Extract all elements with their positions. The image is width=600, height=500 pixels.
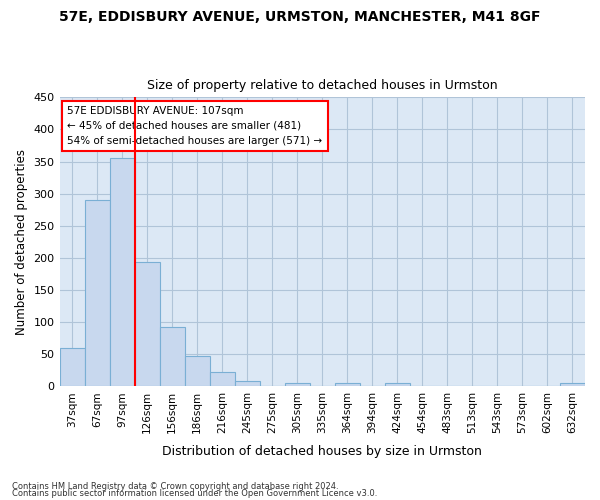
Y-axis label: Number of detached properties: Number of detached properties: [15, 149, 28, 335]
Bar: [385, 383, 410, 386]
Text: 57E, EDDISBURY AVENUE, URMSTON, MANCHESTER, M41 8GF: 57E, EDDISBURY AVENUE, URMSTON, MANCHEST…: [59, 10, 541, 24]
Bar: [235, 380, 260, 386]
Bar: [209, 372, 235, 386]
Bar: [285, 383, 310, 386]
Bar: [560, 383, 585, 386]
Text: Contains HM Land Registry data © Crown copyright and database right 2024.: Contains HM Land Registry data © Crown c…: [12, 482, 338, 491]
Text: Contains public sector information licensed under the Open Government Licence v3: Contains public sector information licen…: [12, 490, 377, 498]
Title: Size of property relative to detached houses in Urmston: Size of property relative to detached ho…: [147, 79, 497, 92]
Bar: [335, 383, 360, 386]
Bar: [185, 356, 209, 386]
Bar: [59, 348, 85, 387]
Bar: [110, 158, 134, 386]
Text: 57E EDDISBURY AVENUE: 107sqm
← 45% of detached houses are smaller (481)
54% of s: 57E EDDISBURY AVENUE: 107sqm ← 45% of de…: [67, 106, 323, 146]
Bar: [134, 262, 160, 386]
Bar: [85, 200, 110, 386]
Bar: [160, 326, 185, 386]
X-axis label: Distribution of detached houses by size in Urmston: Distribution of detached houses by size …: [163, 444, 482, 458]
